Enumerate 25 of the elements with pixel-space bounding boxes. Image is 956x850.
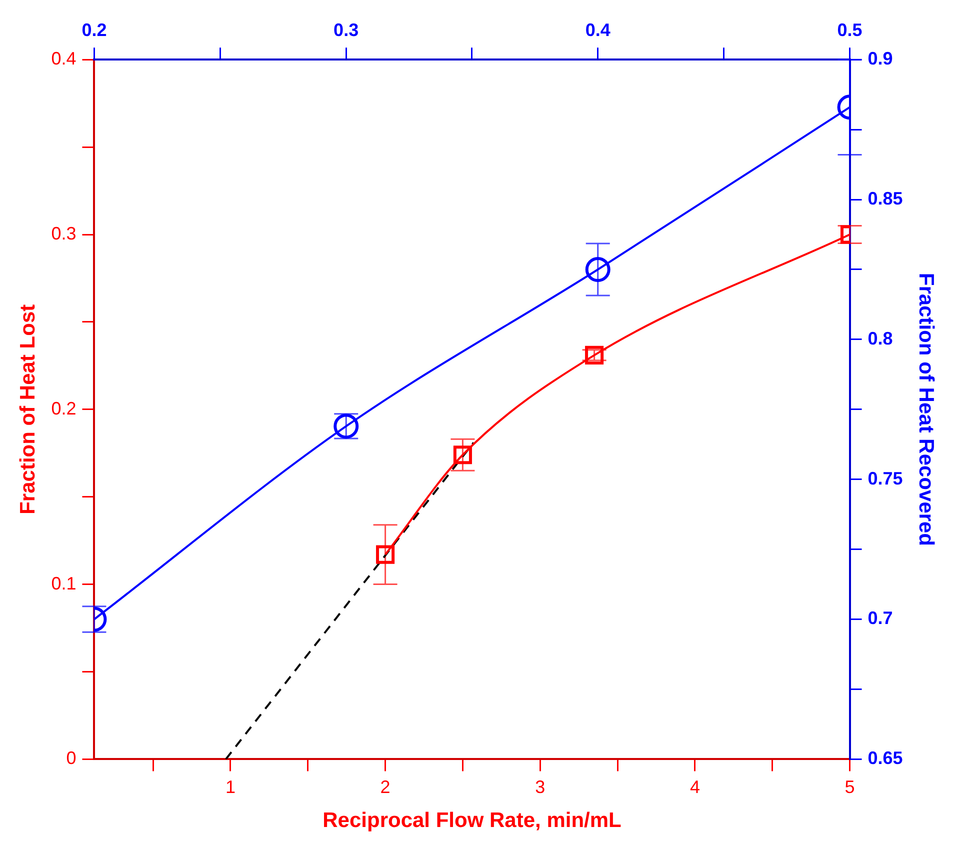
y-tick-label: 0.4 <box>51 48 76 69</box>
y2-tick-label: 0.9 <box>868 48 893 69</box>
y2-tick-label: 0.7 <box>868 608 893 628</box>
x-tick-label: 3 <box>535 776 546 797</box>
y2-axis-title: Fraction of Heat Recovered <box>914 272 938 546</box>
y2-tick-label: 0.75 <box>868 468 903 488</box>
x2-tick-label: 0.4 <box>585 20 610 40</box>
y-tick-label: 0.3 <box>51 223 76 244</box>
x2-tick-label: 0.2 <box>82 20 107 40</box>
y-tick-label: 0.1 <box>51 573 76 594</box>
point <box>453 446 472 464</box>
y2-tick-label: 0.85 <box>868 188 903 208</box>
x-tick-label: 1 <box>225 776 236 797</box>
y-axis-title: Fraction of Heat Lost <box>16 304 40 514</box>
x-axis-title: Reciprocal Flow Rate, min/mL <box>322 809 622 832</box>
y-tick-label: 0 <box>66 748 76 768</box>
y-tick-label: 0.2 <box>51 398 76 418</box>
x-tick-label: 2 <box>380 776 390 797</box>
y2-tick-label: 0.65 <box>868 748 903 768</box>
x-tick-label: 4 <box>690 776 700 797</box>
x-tick-label: 5 <box>844 776 855 797</box>
point <box>376 545 395 564</box>
x2-tick-label: 0.5 <box>837 20 862 40</box>
y2-tick-label: 0.8 <box>868 328 893 348</box>
x2-tick-label: 0.3 <box>334 20 359 40</box>
